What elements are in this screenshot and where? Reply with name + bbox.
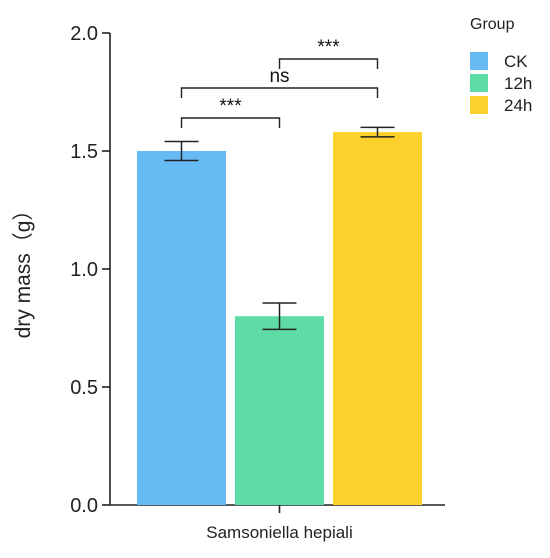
significance-label: ns	[269, 66, 289, 87]
legend-label-12h: 12h	[504, 74, 532, 93]
legend-label-ck: CK	[504, 52, 528, 71]
bar-24h	[333, 132, 422, 505]
bar-12h	[235, 316, 324, 505]
y-axis: 0.0 0.5 1.0 1.5 2.0	[70, 23, 111, 517]
significance-brackets: *** ns ***	[180, 37, 379, 128]
y-tick-label: 1.0	[70, 259, 98, 281]
legend-label-24h: 24h	[504, 96, 532, 115]
legend-swatch-24h	[470, 96, 488, 114]
bar-ck	[137, 151, 226, 505]
legend-swatch-ck	[470, 52, 488, 70]
x-category-label: Samsoniella hepiali	[206, 523, 352, 542]
significance-label: ***	[219, 96, 242, 117]
bars	[137, 132, 422, 505]
significance-bracket	[180, 117, 281, 128]
significance-label: ***	[317, 37, 340, 58]
legend-title: Group	[470, 16, 515, 33]
legend-swatch-12h	[470, 74, 488, 92]
x-axis: Samsoniella hepiali	[110, 504, 445, 542]
error-bars	[164, 126, 395, 331]
y-tick-label: 0.0	[70, 495, 98, 517]
legend: Group CK 12h 24h	[470, 16, 532, 115]
y-axis-title: dry mass（g）	[12, 200, 35, 339]
y-tick-label: 2.0	[70, 23, 98, 45]
y-tick-label: 0.5	[70, 377, 98, 399]
significance-bracket	[180, 87, 379, 98]
y-tick-label: 1.5	[70, 141, 98, 163]
significance-bracket	[278, 58, 379, 69]
